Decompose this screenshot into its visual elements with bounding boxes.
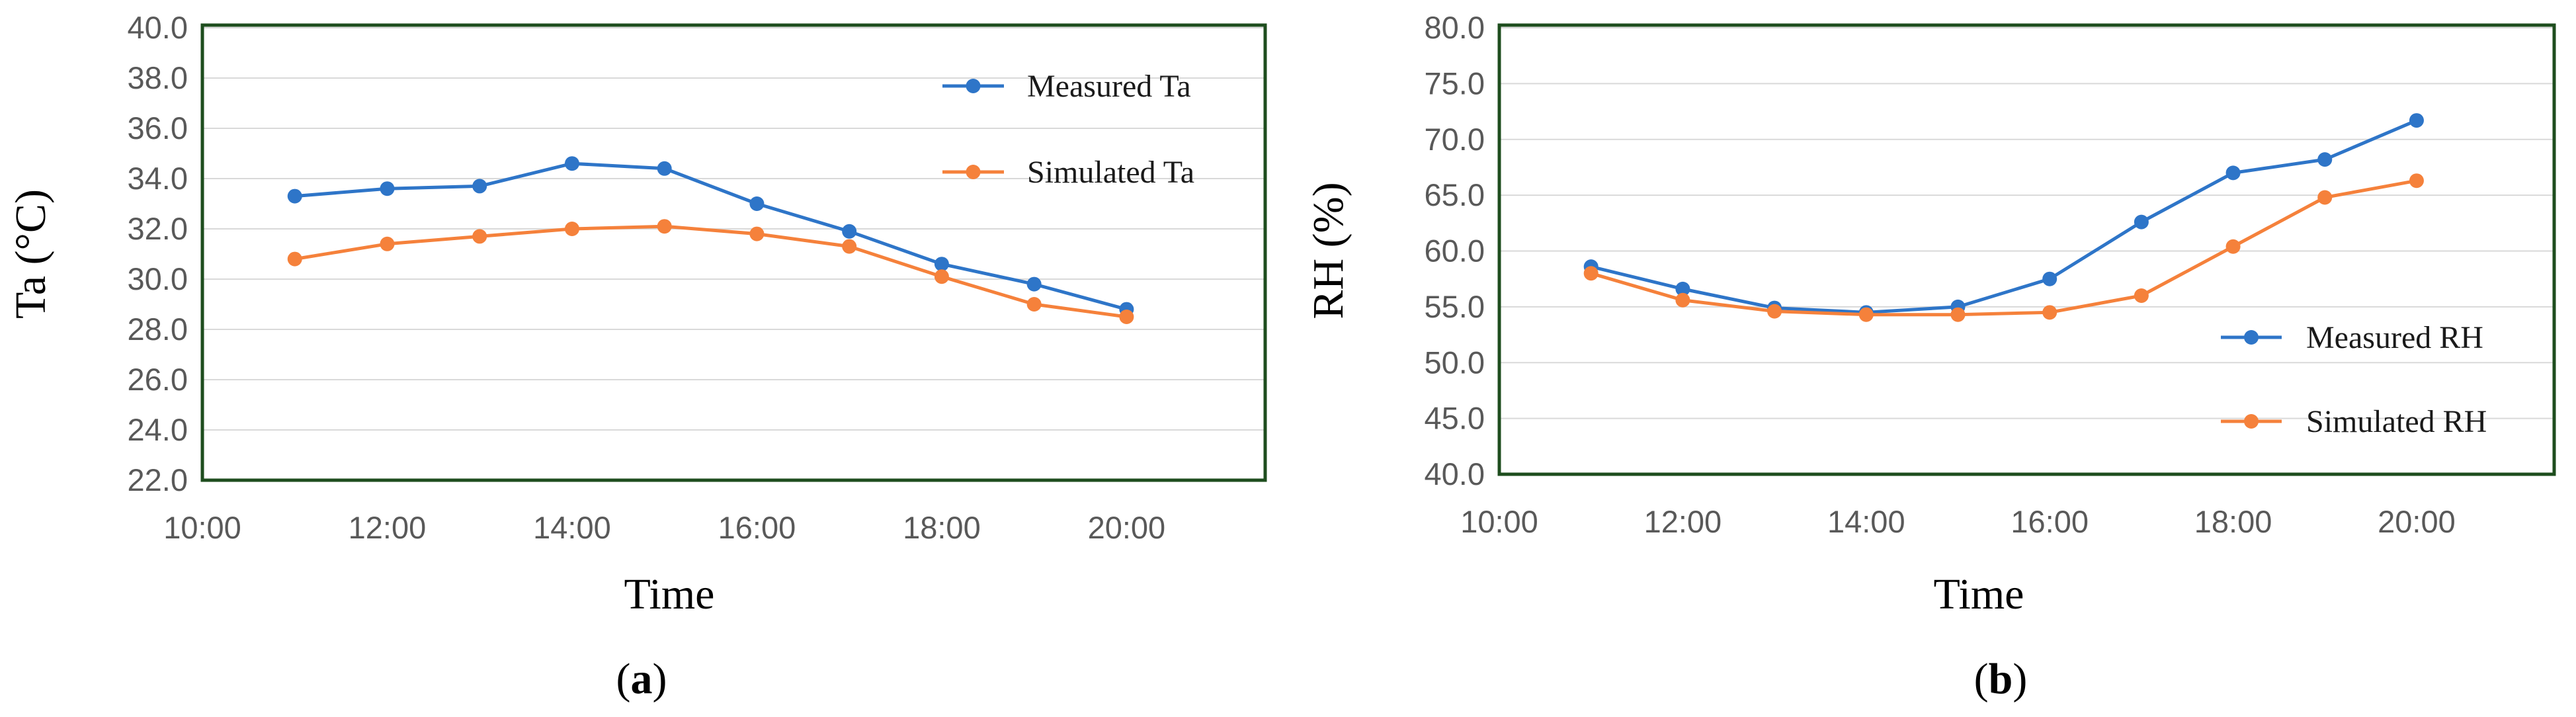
y-tick-label: 24.0 [128,412,188,447]
x-tick-label: 14:00 [1827,504,1905,539]
data-point [842,239,857,254]
data-point [1858,307,1874,322]
y-tick-label: 40.0 [1425,456,1485,491]
data-point [2409,113,2424,128]
data-point [842,224,857,239]
data-point [380,181,395,196]
chart-b: 40.0 45.0 50.0 55.0 60.0 65.0 70.0 75.0 80.0 10:0… [1304,10,2556,703]
data-point [564,222,579,236]
y-tick-label: 70.0 [1425,122,1485,157]
x-tick-label: 12:00 [1644,504,1722,539]
y-tick-label: 40.0 [128,10,188,45]
legend-marker [2244,330,2259,345]
x-tick-label: 16:00 [2011,504,2089,539]
data-point [749,196,765,211]
y-tick-label: 60.0 [1425,233,1485,269]
legend-label: Simulated RH [2306,404,2487,439]
plot-frame [200,23,1267,482]
data-point [1675,292,1690,308]
legend-marker [966,79,981,93]
y-axis-title: Ta (°C) [7,189,55,319]
legend-label: Measured Ta [1027,69,1191,104]
y-tick-label: 22.0 [128,462,188,497]
x-tick-label: 20:00 [1088,510,1166,545]
data-point [1119,310,1134,324]
data-point [2317,190,2333,205]
data-point [2409,173,2424,189]
y-axis-title: RH (%) [1304,182,1352,319]
data-point [287,251,302,267]
x-tick-label: 16:00 [718,510,796,545]
data-point [2134,288,2149,303]
y-tick-label: 26.0 [128,362,188,397]
series-line-simulated [294,224,1127,319]
y-tick-label: 80.0 [1425,10,1485,45]
data-point [2225,239,2241,254]
y-tick-label: 34.0 [128,161,188,196]
x-tick-label: 10:00 [163,510,241,545]
panel-label: (a) [616,655,667,703]
data-point [1026,276,1042,292]
data-point [2317,152,2333,167]
panel-label: (b) [1974,655,2028,703]
x-axis-title: Time [1934,570,2024,618]
y-tick-label: 28.0 [128,312,188,347]
data-point [934,257,949,272]
data-point [2225,165,2241,181]
series-line-measured [294,161,1128,312]
x-axis-title: Time [624,570,715,618]
legend-label: Simulated Ta [1027,155,1194,190]
series-line-simulated [1590,179,2417,317]
y-tick-label: 45.0 [1425,401,1485,436]
data-point [2134,214,2149,230]
x-tick-label: 12:00 [349,510,427,545]
data-point [657,219,672,234]
data-point [1767,304,1782,319]
x-tick-label: 18:00 [903,510,981,545]
y-tick-label: 36.0 [128,110,188,146]
legend-marker [966,165,981,179]
y-tick-label: 32.0 [128,211,188,246]
legend-marker [2244,414,2259,429]
x-tick-label: 10:00 [1460,504,1538,539]
data-point [472,179,487,194]
y-tick-label: 38.0 [128,60,188,95]
x-tick-label: 14:00 [533,510,611,545]
y-tick-label: 30.0 [128,261,188,296]
data-point [657,161,672,176]
data-point [1583,266,1599,281]
data-point [1675,281,1690,296]
y-tick-label: 65.0 [1425,177,1485,212]
data-point [749,226,765,241]
data-point [2042,305,2057,320]
y-tick-label: 55.0 [1425,289,1485,324]
data-point [287,189,302,204]
data-point [380,236,395,251]
legend-label: Measured RH [2306,320,2483,355]
data-point [934,269,949,284]
data-point [2042,271,2057,286]
series-line-measured [1591,118,2417,314]
data-point [1950,307,1966,322]
plot-frame [1497,23,2556,476]
x-tick-label: 20:00 [2378,504,2456,539]
x-tick-label: 18:00 [2194,504,2272,539]
y-tick-label: 75.0 [1425,65,1485,101]
y-tick-label: 50.0 [1425,345,1485,380]
data-point [472,229,487,244]
data-point [564,156,579,171]
chart-a: 22.0 24.0 26.0 28.0 30.0 32.0 34.0 36.0 38.0 40.0… [7,10,1267,703]
data-point [1026,297,1042,312]
